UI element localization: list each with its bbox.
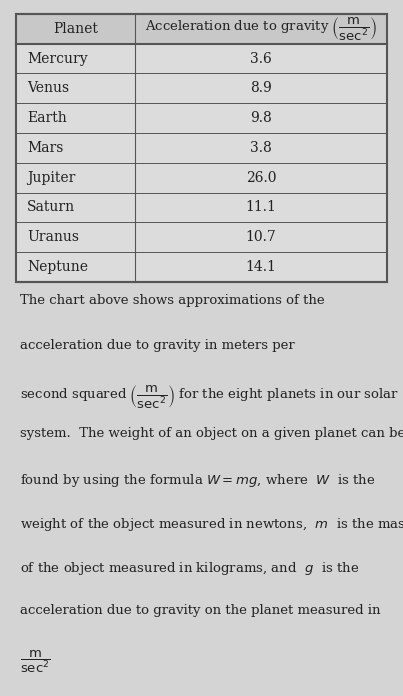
Bar <box>16 14 387 44</box>
Text: Mars: Mars <box>27 141 64 155</box>
Text: Acceleration due to gravity $\left(\dfrac{\mathrm{m}}{\mathrm{sec}^2}\right)$: Acceleration due to gravity $\left(\dfra… <box>145 15 377 42</box>
Text: of the object measured in kilograms, and  $g$  is the: of the object measured in kilograms, and… <box>20 560 359 577</box>
Bar <box>16 252 387 282</box>
Text: 3.8: 3.8 <box>250 141 272 155</box>
Text: Uranus: Uranus <box>27 230 79 244</box>
Text: Neptune: Neptune <box>27 260 88 274</box>
Bar <box>16 163 387 193</box>
Text: 8.9: 8.9 <box>250 81 272 95</box>
Text: 26.0: 26.0 <box>245 171 276 184</box>
Text: Earth: Earth <box>27 111 67 125</box>
Text: system.  The weight of an object on a given planet can be: system. The weight of an object on a giv… <box>20 427 403 441</box>
Text: Venus: Venus <box>27 81 69 95</box>
Bar <box>16 44 387 74</box>
Text: weight of the object measured in newtons,  $m$  is the mass: weight of the object measured in newtons… <box>20 516 403 533</box>
Text: found by using the formula $W = mg$, where  $W$  is the: found by using the formula $W = mg$, whe… <box>20 472 375 489</box>
Text: 11.1: 11.1 <box>245 200 276 214</box>
Text: 14.1: 14.1 <box>245 260 276 274</box>
Text: acceleration due to gravity on the planet measured in: acceleration due to gravity on the plane… <box>20 605 380 617</box>
Text: acceleration due to gravity in meters per: acceleration due to gravity in meters pe… <box>20 339 295 351</box>
Text: Jupiter: Jupiter <box>27 171 76 184</box>
Text: The chart above shows approximations of the: The chart above shows approximations of … <box>20 294 324 308</box>
Text: Planet: Planet <box>53 22 98 35</box>
Bar <box>16 222 387 252</box>
Text: 3.6: 3.6 <box>250 52 272 65</box>
Text: 10.7: 10.7 <box>245 230 276 244</box>
Text: 9.8: 9.8 <box>250 111 272 125</box>
Bar <box>16 193 387 222</box>
Bar <box>16 133 387 163</box>
Text: Mercury: Mercury <box>27 52 88 65</box>
Text: second squared $\left(\dfrac{\mathrm{m}}{\mathrm{sec}^2}\right)$ for the eight p: second squared $\left(\dfrac{\mathrm{m}}… <box>20 383 399 410</box>
Bar <box>16 103 387 133</box>
Text: $\dfrac{\mathrm{m}}{\mathrm{sec}^2}$: $\dfrac{\mathrm{m}}{\mathrm{sec}^2}$ <box>20 649 50 675</box>
Bar <box>16 74 387 103</box>
Text: Saturn: Saturn <box>27 200 75 214</box>
